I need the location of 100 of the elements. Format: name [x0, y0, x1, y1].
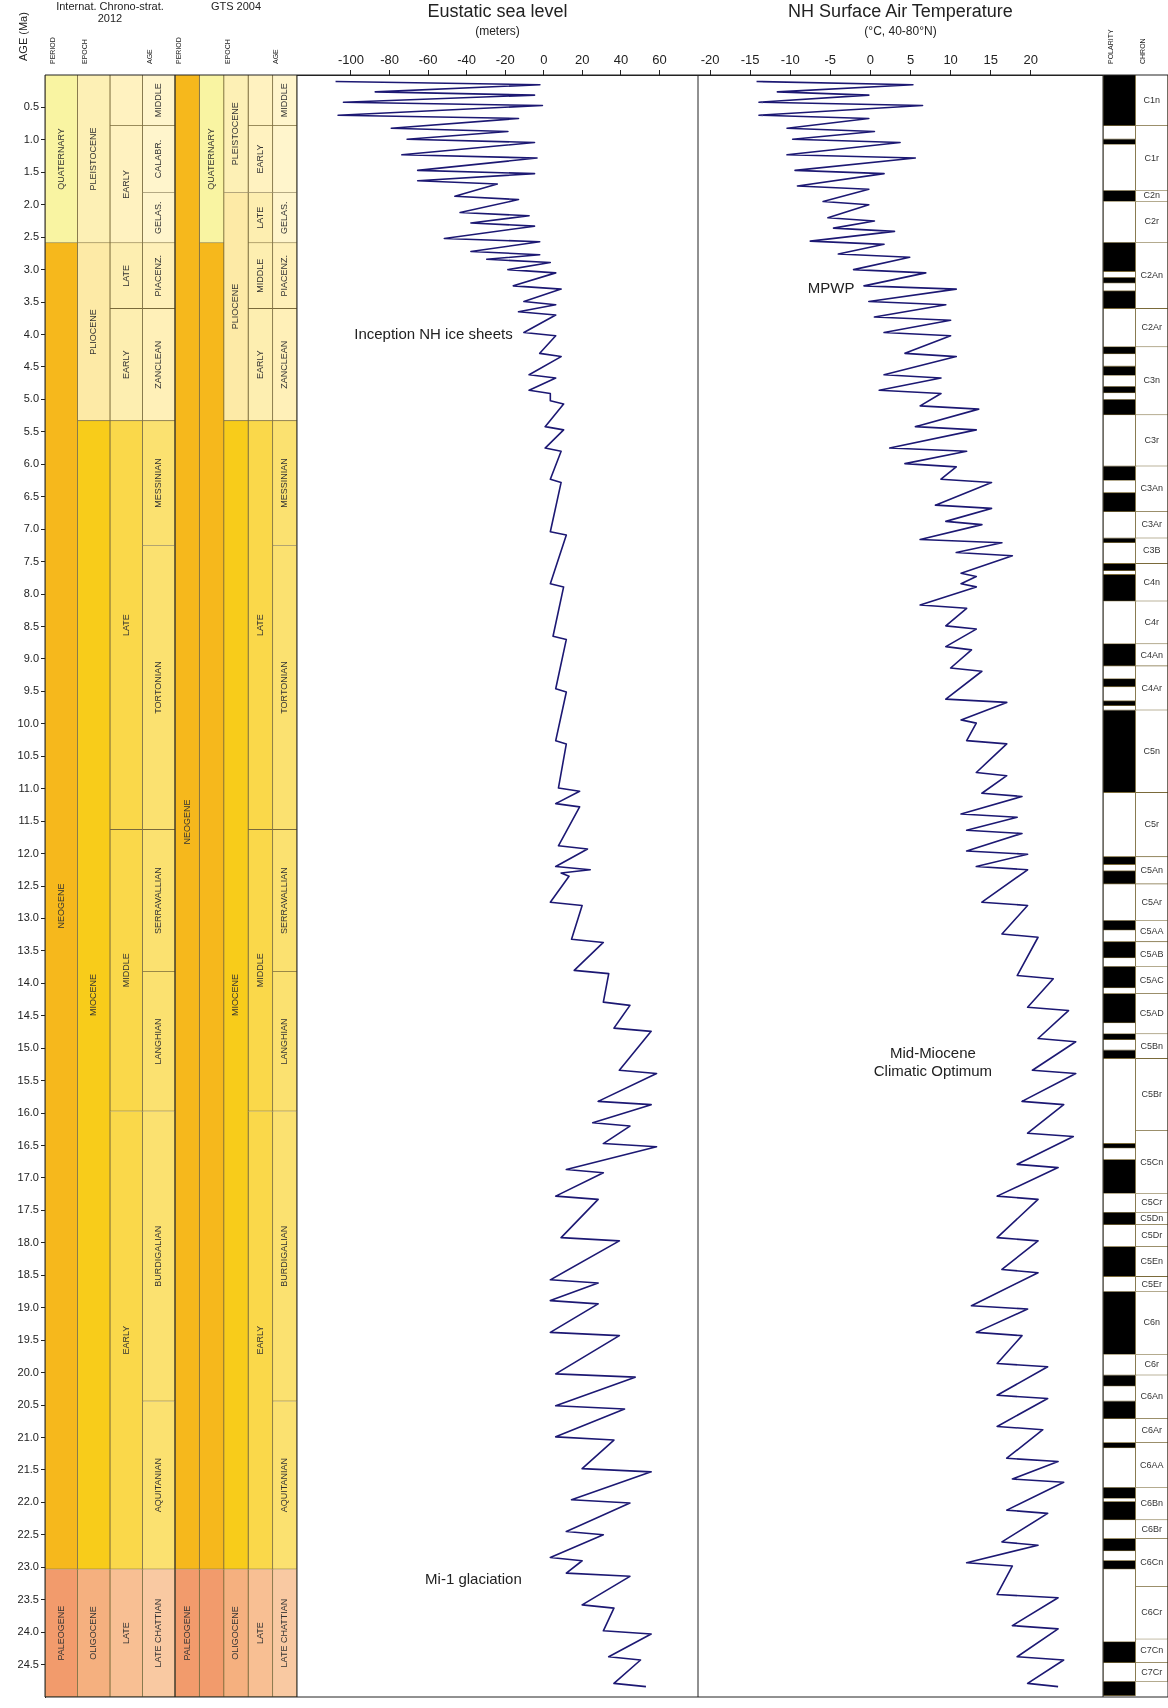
series-label: LATE [120, 614, 131, 637]
series-label: PLIOCENE [230, 283, 241, 330]
series-label: ZANCLEAN [279, 340, 290, 389]
series-label: C5n [1143, 745, 1161, 756]
series-label: C5En [1140, 1256, 1164, 1267]
series-label: MIDDLE [279, 83, 290, 118]
series-label: LATE [254, 614, 265, 637]
y-tick-label: 20.0 [17, 1365, 39, 1378]
x-tick-label: -20 [700, 51, 720, 67]
annotation: Mid-Miocene Climatic Optimum [873, 1043, 993, 1079]
y-tick-label: 21.5 [17, 1462, 39, 1475]
y-tick-label: 23.0 [17, 1560, 39, 1573]
x-tick-label: 10 [943, 51, 958, 67]
series-label: C7Cr [1141, 1666, 1163, 1677]
chart-title: GTS 2004 [209, 0, 263, 13]
x-tick-label: 20 [575, 51, 590, 67]
series-label: LATE [120, 1622, 131, 1645]
series-label: LATE [254, 1622, 265, 1645]
series-label: C6Br [1141, 1523, 1163, 1534]
y-tick-label: 0.5 [23, 100, 39, 113]
series-label: PLIOCENE [88, 309, 99, 355]
x-tick-label: -20 [495, 51, 515, 67]
y-tick-label: 6.0 [23, 457, 39, 470]
series-label: C6Ar [1141, 1425, 1163, 1436]
series-label: QUATERNARY [55, 128, 66, 190]
y-tick-label: 1.0 [23, 132, 39, 145]
series-label: C6Cr [1141, 1607, 1163, 1618]
series-label: C5r [1144, 819, 1160, 830]
series-label: MIDDLE [254, 953, 265, 988]
annotation: MPWP [807, 279, 855, 297]
series-label: C1n [1143, 94, 1161, 105]
y-tick-label: 13.5 [17, 943, 39, 956]
y-tick-label: 14.0 [17, 976, 39, 989]
y-tick-label: 5.0 [23, 392, 39, 405]
series-label: C4An [1140, 649, 1164, 660]
x-tick-label: -10 [780, 51, 800, 67]
series-label: PALEOGENE [181, 1605, 192, 1661]
y-tick-label: 9.5 [23, 684, 39, 697]
y-tick-label: 12.5 [17, 879, 39, 892]
y-tick-label: 4.0 [23, 327, 39, 340]
series-label: PALEOGENE [55, 1605, 66, 1661]
x-tick-label: -5 [824, 51, 837, 67]
y-tick-label: 14.5 [17, 1008, 39, 1021]
series-label: GELAS. [153, 201, 164, 234]
series-label: C5Er [1141, 1278, 1163, 1289]
y-tick-label: 13.0 [17, 911, 39, 924]
x-tick-label: 15 [983, 51, 998, 67]
series-label: LANGHIAN [279, 1018, 290, 1065]
series-label: NEOGENE [55, 883, 66, 929]
series-label: C2An [1140, 269, 1164, 280]
series-label: C3An [1140, 483, 1164, 494]
y-tick-label: 18.0 [17, 1235, 39, 1248]
series-label: C5Ar [1141, 896, 1163, 907]
y-tick-label: 20.5 [17, 1398, 39, 1411]
y-tick-label: 15.5 [17, 1073, 39, 1086]
series-label: C2Ar [1141, 322, 1163, 333]
y-tick-label: 2.0 [23, 197, 39, 210]
series-label: C6An [1140, 1391, 1164, 1402]
series-label: C5Br [1141, 1089, 1163, 1100]
x-tick-label: 0 [540, 51, 548, 67]
y-tick-label: 10.0 [17, 716, 39, 729]
y-tick-label: 11.5 [18, 814, 39, 827]
series-label: GELAS. [279, 201, 290, 234]
chart-title: NH Surface Air Temperature [787, 1, 1014, 22]
series-label: OLIGOCENE [230, 1606, 241, 1660]
series-label: C4n [1143, 576, 1161, 587]
series-label: EARLY [254, 350, 265, 380]
y-tick-label: 6.5 [23, 489, 39, 502]
series-label: C5An [1140, 864, 1164, 875]
series-label: C5AC [1139, 974, 1165, 985]
series-label: EARLY [254, 144, 265, 174]
series-label: ZANCLEAN [153, 340, 164, 389]
series-label: EARLY [120, 1325, 131, 1355]
series-label: C2r [1144, 216, 1160, 227]
y-tick-label: 8.0 [23, 587, 39, 600]
x-tick-label: 0 [866, 51, 875, 67]
y-tick-label: 16.0 [17, 1106, 39, 1119]
series-label: C6Bn [1140, 1498, 1164, 1509]
x-tick-label: 20 [1023, 51, 1039, 67]
series-label: BURDIGALIAN [153, 1225, 164, 1287]
y-tick-label: 22.5 [17, 1527, 39, 1540]
series-label: C5AA [1139, 925, 1164, 936]
x-tick-label: 60 [652, 51, 667, 67]
series-label: C6n [1143, 1317, 1161, 1328]
annotation: Inception NH ice sheets [354, 324, 513, 342]
series-label: TORTONIAN [279, 661, 290, 714]
series-label: PIACENZ. [279, 255, 290, 297]
y-tick-label: 10.5 [17, 749, 39, 762]
series-label: LATE CHATTIAN [279, 1598, 290, 1668]
series-label: C3Ar [1141, 519, 1163, 530]
series-label: C3n [1143, 375, 1161, 386]
y-tick-label: 4.5 [23, 359, 39, 372]
y-tick-label: 2.5 [23, 230, 39, 243]
series-label: LATE [254, 206, 265, 229]
series-label: PLEISTOCENE [230, 102, 241, 166]
x-tick-label: 40 [613, 51, 629, 67]
y-tick-label: 19.5 [17, 1333, 39, 1346]
y-axis-title: AGE (Ma) [15, 11, 30, 63]
y-tick-label: 15.0 [17, 1041, 39, 1054]
y-tick-label: 23.5 [17, 1592, 39, 1605]
